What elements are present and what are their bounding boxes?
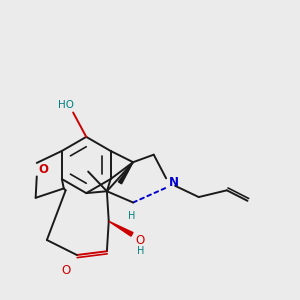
Polygon shape	[118, 162, 133, 184]
Text: O: O	[38, 163, 48, 176]
Text: H: H	[128, 211, 135, 221]
Text: N: N	[169, 176, 178, 189]
Text: H: H	[136, 245, 144, 256]
Text: HO: HO	[58, 100, 74, 110]
Text: O: O	[61, 263, 70, 277]
Text: O: O	[136, 234, 145, 247]
Polygon shape	[109, 221, 133, 236]
